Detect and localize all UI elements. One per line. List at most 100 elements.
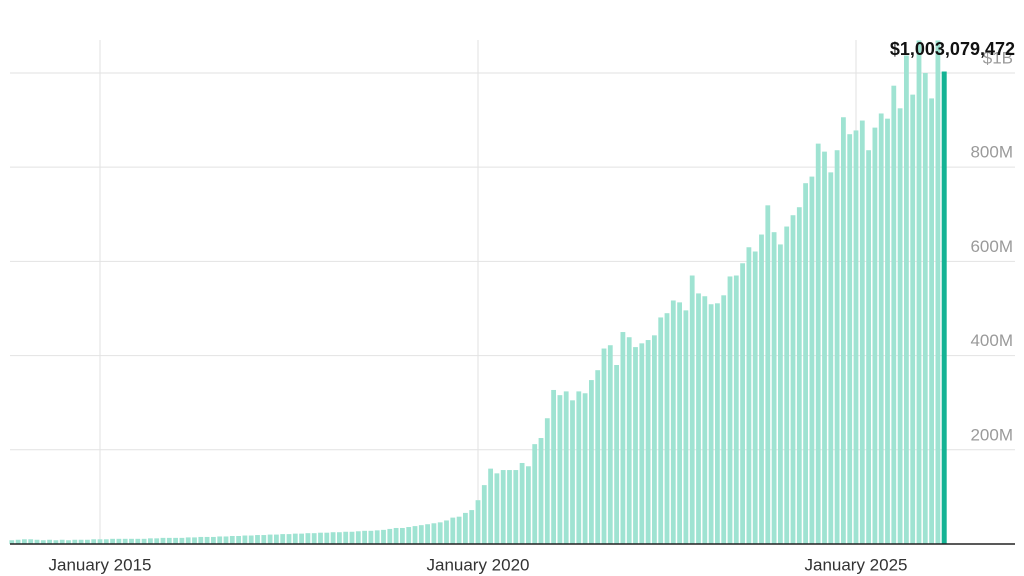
bar	[834, 150, 840, 544]
bar	[683, 310, 689, 544]
y-tick-label: 400M	[970, 331, 1013, 350]
bar	[280, 534, 286, 544]
bar	[406, 527, 412, 544]
bar	[658, 317, 664, 544]
bar	[626, 337, 632, 544]
bar	[122, 538, 128, 544]
bar	[639, 343, 645, 544]
bar	[916, 40, 922, 544]
bar	[154, 538, 160, 544]
bar	[538, 438, 544, 544]
bar	[91, 539, 97, 544]
bar	[847, 134, 853, 544]
bar	[141, 538, 147, 544]
highlighted-bar	[941, 71, 947, 544]
bar	[85, 539, 90, 544]
bar	[746, 247, 752, 545]
bar	[652, 335, 657, 544]
bar	[708, 304, 714, 544]
y-tick-label: 200M	[970, 425, 1013, 444]
bar	[456, 516, 462, 544]
bar	[576, 391, 582, 544]
value-label: $1,003,079,472	[890, 39, 1015, 59]
bar	[475, 500, 481, 544]
bar	[362, 530, 367, 544]
bar	[324, 532, 330, 544]
bar	[53, 540, 59, 544]
bar	[387, 528, 393, 544]
bar	[185, 537, 191, 544]
bar	[286, 534, 292, 544]
bar	[374, 530, 380, 544]
bar	[721, 295, 727, 544]
bar	[223, 536, 229, 544]
bar	[97, 539, 103, 544]
bar	[551, 389, 556, 544]
bar	[47, 539, 52, 544]
bar	[198, 536, 204, 544]
bar	[217, 536, 223, 544]
bar	[311, 533, 317, 544]
bar	[110, 538, 115, 544]
bar	[66, 540, 71, 544]
bar	[670, 300, 676, 544]
bar	[727, 276, 733, 544]
bar	[494, 473, 500, 544]
bar	[589, 380, 594, 544]
bar	[337, 532, 342, 544]
y-tick-label: 800M	[970, 143, 1013, 162]
bar	[904, 55, 909, 545]
bar	[292, 533, 298, 544]
bar	[740, 263, 745, 544]
bar	[614, 365, 619, 544]
bar	[103, 539, 109, 544]
bar	[229, 535, 235, 544]
bar	[677, 302, 682, 544]
bar	[715, 303, 720, 544]
bar	[255, 535, 260, 544]
x-tick-label: January 2020	[426, 555, 529, 574]
bar	[9, 540, 15, 544]
bar	[885, 118, 890, 544]
bar	[274, 534, 279, 544]
bar	[28, 539, 34, 544]
bar	[841, 117, 846, 544]
bar	[891, 85, 897, 544]
bar	[437, 522, 443, 544]
bar	[513, 470, 519, 544]
bar	[526, 466, 531, 544]
bar	[822, 151, 827, 544]
bar	[582, 393, 588, 544]
bar	[72, 539, 78, 544]
bar	[620, 332, 626, 544]
bar	[696, 293, 701, 544]
y-tick-label: 600M	[970, 237, 1013, 256]
bar	[595, 370, 601, 544]
x-tick-label: January 2025	[804, 555, 907, 574]
bar	[305, 533, 311, 544]
bar	[160, 537, 166, 544]
bar	[463, 512, 468, 544]
bar	[664, 313, 670, 544]
bar	[784, 226, 790, 544]
bar	[236, 535, 241, 544]
bar	[481, 485, 487, 544]
bar	[318, 532, 323, 544]
bar	[381, 529, 386, 544]
bar	[242, 535, 248, 544]
bar	[607, 345, 613, 544]
bar	[570, 400, 575, 544]
bar	[444, 520, 449, 544]
x-tick-label: January 2015	[48, 555, 151, 574]
bar	[752, 251, 758, 545]
bar	[469, 510, 475, 544]
bar	[34, 539, 40, 544]
bar	[22, 539, 27, 544]
bar	[129, 538, 134, 544]
y-tick-label: $1B	[983, 48, 1013, 67]
bar	[40, 540, 46, 544]
bar	[771, 232, 777, 544]
bar	[135, 538, 141, 544]
bar	[330, 532, 336, 544]
